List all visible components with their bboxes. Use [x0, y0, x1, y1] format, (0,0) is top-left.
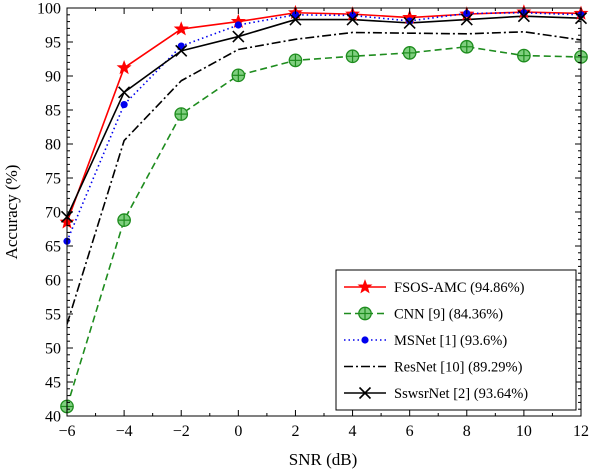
- y-tick-label: 90: [45, 69, 61, 86]
- legend-label-5: SswsrNet [2] (93.64%): [394, 386, 528, 402]
- y-tick-label: 60: [45, 273, 61, 290]
- legend-marker-3: [361, 336, 369, 344]
- series-5-point: [346, 13, 359, 26]
- series-3-point: [291, 11, 300, 19]
- legend-marker-1: [357, 279, 373, 294]
- series-5-point: [517, 10, 530, 23]
- x-tick-label: −4: [116, 423, 133, 440]
- y-tick-label: 70: [45, 205, 61, 222]
- legend-label-4: ResNet [10] (89.29%): [394, 360, 523, 376]
- series-2-point: [459, 39, 474, 54]
- y-tick-label: 85: [45, 103, 61, 120]
- x-tick-label: 8: [463, 423, 471, 440]
- x-tick-label: 2: [291, 423, 299, 440]
- series-lines: [67, 11, 581, 407]
- x-tick-label: 10: [516, 423, 532, 440]
- series-3-point: [234, 21, 242, 29]
- series-2-point: [117, 213, 131, 228]
- series-5-point: [118, 86, 131, 99]
- series-1-point: [173, 21, 189, 36]
- x-tick-label: −2: [173, 423, 190, 440]
- series-5-point: [289, 13, 302, 26]
- y-tick-label: 100: [37, 1, 61, 18]
- y-tick-label: 45: [45, 375, 61, 392]
- series-5-point: [403, 16, 416, 30]
- y-tick-label: 75: [45, 171, 61, 188]
- series-line-2: [67, 45, 581, 407]
- x-axis-title: SNR (dB): [289, 450, 357, 469]
- series-line-3: [67, 11, 581, 242]
- series-3-point: [120, 100, 128, 109]
- legend-label-1: FSOS-AMC (94.86%): [394, 280, 525, 296]
- series-2-point: [288, 53, 303, 68]
- series-2-point: [402, 46, 417, 60]
- y-tick-label: 65: [45, 239, 61, 256]
- series-2-point: [174, 107, 189, 121]
- x-tick-label: −6: [58, 423, 75, 440]
- series-2-point: [231, 68, 246, 83]
- series-5-point: [175, 44, 188, 57]
- axis-ticks: −6 −4 −2 0 2 4 6 8 10 12 40 45 50 55 60 65 70 75 80 85 90 95 1…: [37, 1, 589, 441]
- legend-marker-5: [358, 386, 372, 400]
- x-tick-label: 4: [349, 423, 357, 440]
- series-line-1: [67, 11, 581, 223]
- y-tick-label: 80: [45, 137, 61, 154]
- series-5-point: [460, 13, 473, 26]
- y-tick-label: 40: [45, 409, 61, 426]
- series-line-4: [67, 30, 581, 325]
- x-tick-label: 0: [234, 423, 242, 440]
- series-line-5: [67, 15, 581, 218]
- series-3-point: [177, 42, 185, 50]
- x-tick-label: 6: [406, 423, 414, 440]
- y-tick-label: 50: [45, 341, 61, 358]
- legend-label-2: CNN [9] (84.36%): [394, 307, 503, 323]
- series-3-point: [406, 17, 414, 25]
- legend-marker-2: [358, 306, 372, 321]
- y-tick-label: 95: [45, 35, 61, 52]
- series-2-point: [517, 48, 531, 63]
- series-1-point: [116, 59, 132, 75]
- series-5-point: [232, 30, 245, 43]
- legend: FSOS-AMC (94.86%) CNN [9] (84.36%) MSNet […: [335, 269, 577, 411]
- x-tick-label: 12: [573, 423, 589, 440]
- legend-label-3: MSNet [1] (93.6%): [394, 333, 507, 349]
- series-2-point: [345, 49, 360, 64]
- y-tick-label: 55: [45, 307, 61, 324]
- y-axis-title: Accuracy (%): [2, 165, 21, 260]
